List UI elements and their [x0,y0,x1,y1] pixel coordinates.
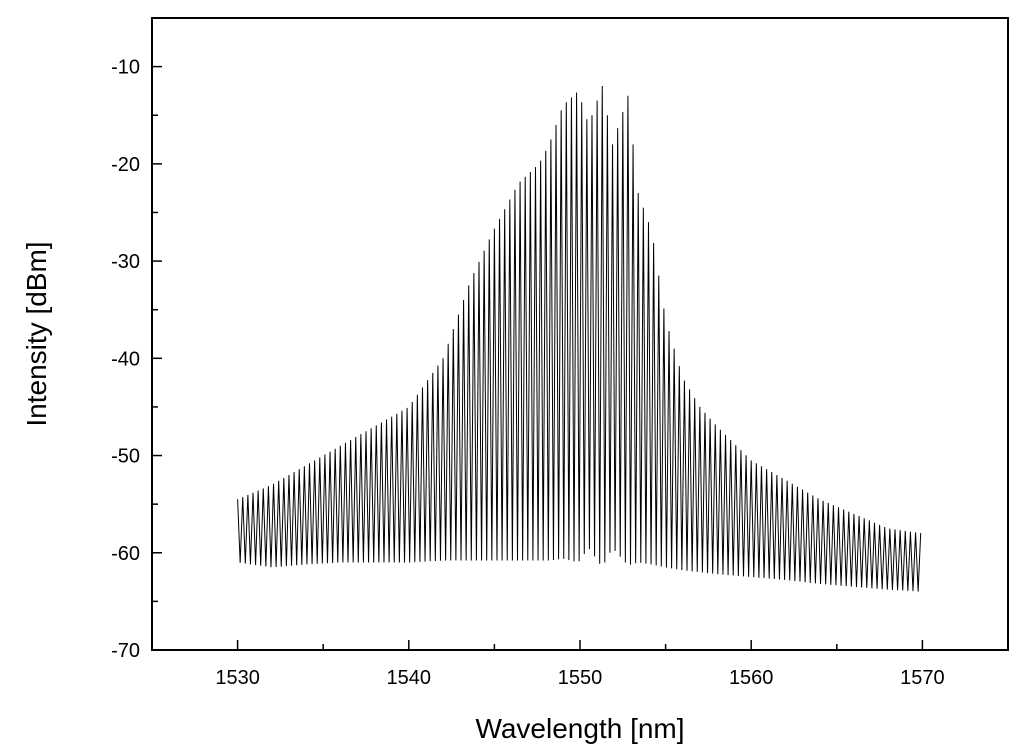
y-tick-label: -60 [111,543,140,565]
y-tick-label: -70 [111,640,140,662]
x-tick-label: 1530 [215,667,260,689]
spectrum-series-line [237,86,922,592]
y-tick-label: -10 [111,57,140,79]
y-tick-label: -40 [111,348,140,370]
y-tick-label: -20 [111,154,140,176]
x-axis-title: Wavelength [nm] [475,713,684,744]
x-tick-label: 1540 [387,667,432,689]
x-tick-label: 1560 [729,667,774,689]
tick-labels: 1530 1540 1550 1560 1570 -70 -60 -50 -40 -30 -20 -1… [111,57,945,689]
x-tick-label: 1550 [558,667,603,689]
series-group [237,86,922,592]
x-tick-label: 1570 [900,667,945,689]
y-tick-label: -50 [111,446,140,468]
y-tick-label: -30 [111,251,140,273]
y-axis-title: Intensity [dBm] [21,241,52,426]
plot-frame [151,17,1009,651]
